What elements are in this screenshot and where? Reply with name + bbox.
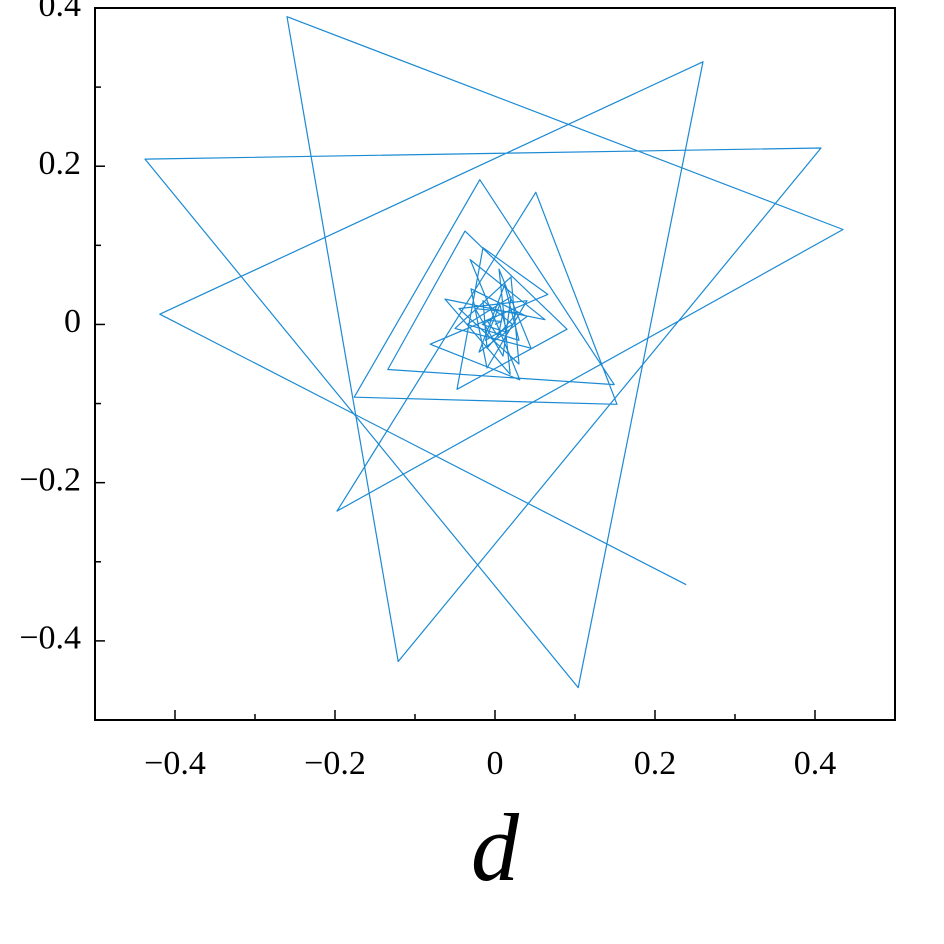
x-tick-label: −0.2 <box>304 745 366 782</box>
y-tick-label: −0.2 <box>19 461 81 498</box>
x-tick-label: 0.2 <box>634 745 677 782</box>
x-axis-label: d <box>471 794 520 901</box>
y-tick-label: 0 <box>64 303 81 340</box>
x-tick-label: 0.4 <box>794 745 837 782</box>
y-tick-label: 0.4 <box>39 0 82 24</box>
data-line <box>144 16 844 689</box>
y-tick-label: 0.2 <box>39 145 82 182</box>
x-tick-label: −0.4 <box>144 745 206 782</box>
plot-frame <box>94 7 896 721</box>
x-tick-label: 0 <box>487 745 504 782</box>
y-tick-label: −0.4 <box>19 620 81 657</box>
